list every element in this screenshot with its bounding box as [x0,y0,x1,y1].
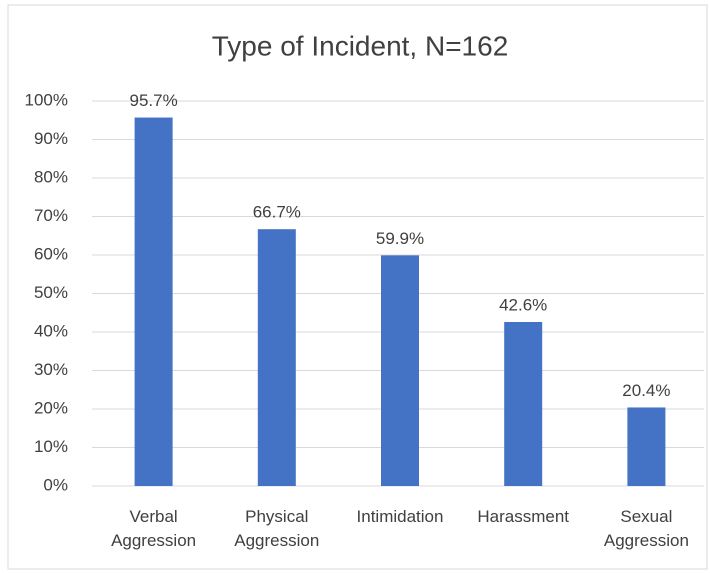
y-tick-label: 90% [34,129,68,148]
y-tick-label: 0% [43,475,68,494]
bar [381,255,419,486]
y-tick-label: 10% [34,437,68,456]
x-tick-label: Physical Aggression [234,507,320,550]
bar [504,321,543,486]
y-tick-label: 40% [34,321,68,340]
x-tick-label: Verbal Aggression [111,507,197,550]
x-tick-label: Sexual Aggression [603,507,689,550]
chart-title: Type of Incident, N=162 [212,30,509,61]
y-tick-label: 70% [34,206,68,225]
chart-border [7,4,708,570]
bar [134,117,173,487]
y-tick-label: 100% [25,90,68,109]
y-tick-label: 30% [34,360,68,379]
y-tick-label: 20% [34,398,68,417]
x-tick-label: Harassment [477,507,569,526]
bar [627,407,666,486]
data-label: 42.6% [499,295,547,314]
x-tick-label: Intimidation [356,507,444,526]
data-label: 20.4% [622,381,670,400]
data-label: 59.9% [376,229,424,248]
y-tick-label: 80% [34,167,68,186]
data-label: 66.7% [253,203,301,222]
y-tick-label: 50% [34,283,68,302]
bar [257,229,296,486]
y-tick-label: 60% [34,244,68,263]
data-label: 95.7% [129,91,177,110]
